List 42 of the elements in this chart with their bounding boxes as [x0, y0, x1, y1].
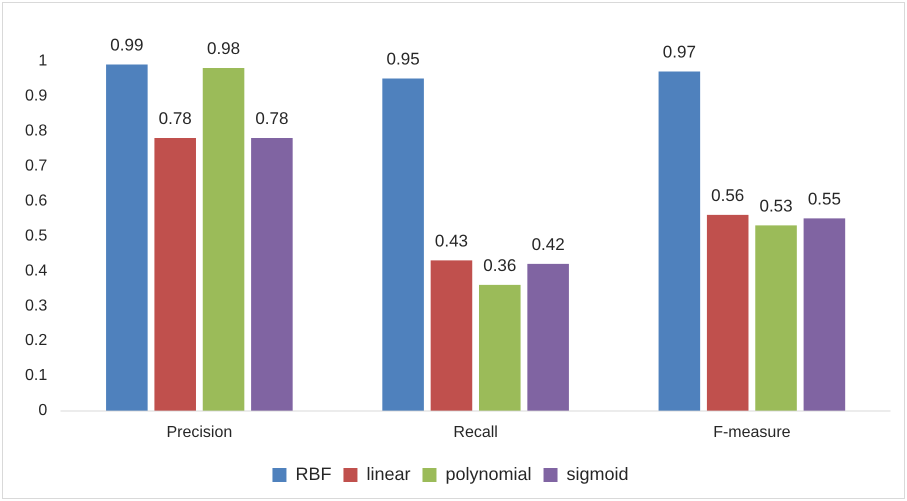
y-tick-label: 0.3	[24, 297, 48, 314]
data-label: 0.99	[110, 36, 144, 55]
x-tick-label: F-measure	[713, 424, 791, 441]
bar	[202, 68, 244, 411]
data-label: 0.42	[532, 235, 565, 254]
y-tick-label: 0.2	[24, 332, 48, 350]
legend-label: sigmoid	[566, 464, 629, 484]
bar	[755, 225, 797, 411]
legend-label: polynomial	[445, 464, 532, 484]
data-label: 0.78	[158, 109, 192, 128]
bar	[706, 214, 748, 411]
data-label: 0.78	[255, 109, 288, 128]
bar	[658, 71, 700, 411]
bar	[154, 138, 196, 411]
data-label: 0.43	[434, 232, 468, 251]
bar	[527, 264, 569, 411]
y-tick-label: 0.1	[24, 367, 48, 384]
y-tick-label: 0.7	[24, 157, 48, 174]
y-tick-label: 0.4	[24, 262, 48, 280]
y-tick-label: 0.6	[24, 192, 48, 210]
y-tick-label: 0.8	[24, 122, 48, 140]
data-label: 0.55	[808, 190, 841, 209]
y-tick-label: 1	[38, 52, 48, 70]
bar	[251, 138, 293, 411]
data-label: 0.36	[483, 256, 516, 276]
legend-label: linear	[366, 464, 410, 484]
data-label: 0.97	[662, 42, 696, 62]
data-label: 0.56	[711, 186, 744, 206]
data-label: 0.95	[386, 50, 420, 69]
y-tick-label: 0.9	[24, 87, 48, 104]
data-label: 0.53	[760, 196, 793, 216]
x-tick-label: Recall	[453, 424, 498, 441]
x-tick-label: Precision	[166, 424, 232, 441]
bar	[804, 218, 846, 411]
y-tick-label: 0	[38, 402, 48, 420]
bar	[430, 260, 472, 411]
bar	[106, 64, 148, 411]
y-tick-label: 0.5	[24, 227, 48, 244]
bar	[382, 78, 424, 411]
legend-label: RBF	[295, 464, 332, 484]
data-label: 0.98	[206, 39, 240, 58]
bar	[479, 284, 521, 411]
